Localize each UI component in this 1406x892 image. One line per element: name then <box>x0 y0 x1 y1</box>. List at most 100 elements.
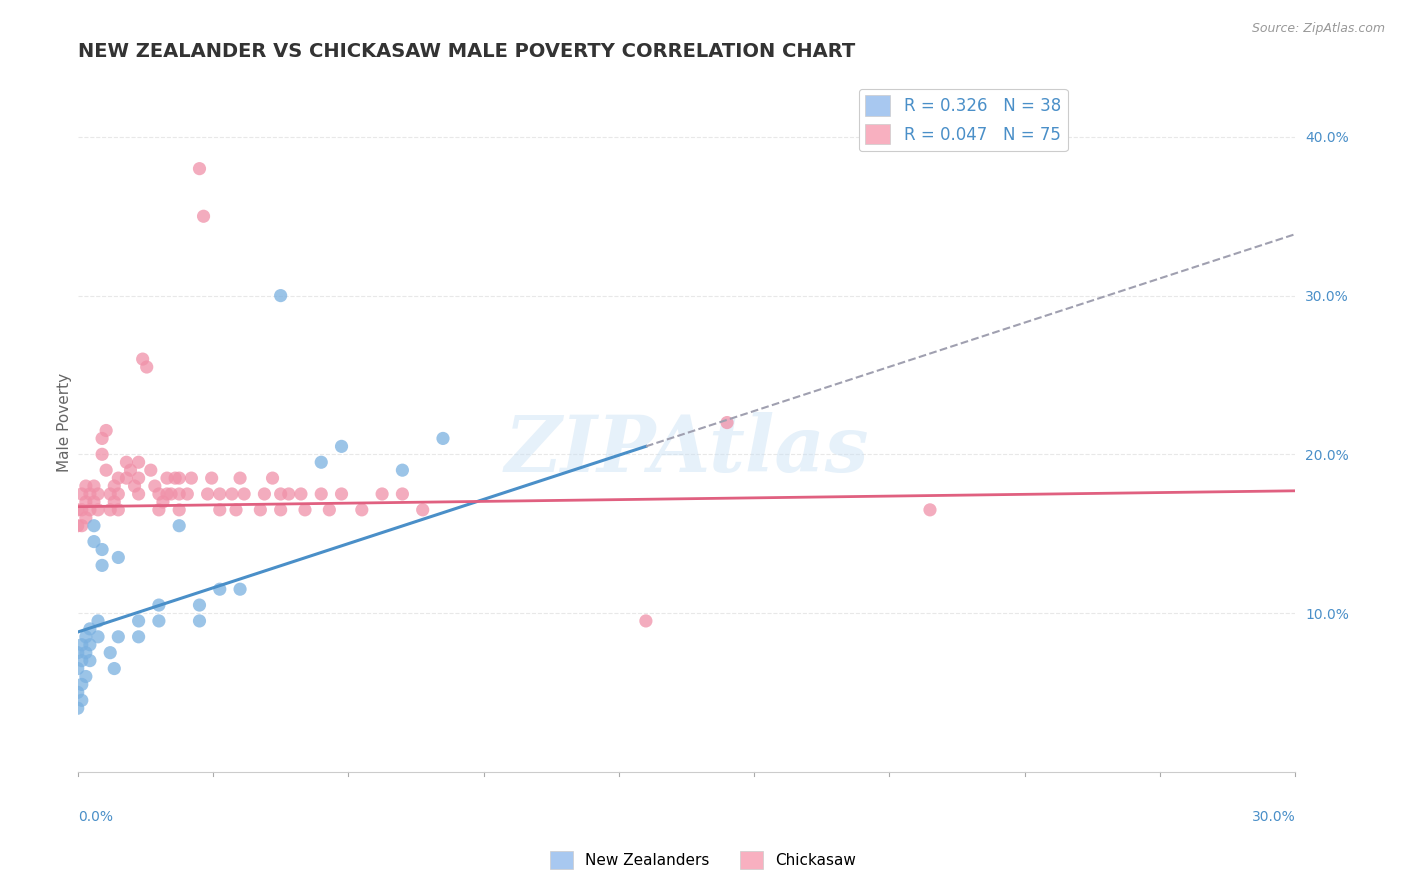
Point <box>94 424 117 438</box>
Point <box>156 487 179 501</box>
Point <box>249 503 271 517</box>
Text: ZIPAtlas: ZIPAtlas <box>505 412 869 489</box>
Point <box>120 463 142 477</box>
Y-axis label: Male Poverty: Male Poverty <box>58 373 72 472</box>
Point <box>66 518 89 533</box>
Point <box>176 487 198 501</box>
Point <box>634 614 657 628</box>
Point <box>180 471 202 485</box>
Point <box>148 614 170 628</box>
Point <box>75 479 97 493</box>
Point <box>91 447 114 461</box>
Point <box>221 487 243 501</box>
Point <box>87 503 110 517</box>
Point <box>277 487 299 501</box>
Point <box>128 471 150 485</box>
Point <box>208 487 231 501</box>
Point <box>135 359 157 374</box>
Point <box>139 463 162 477</box>
Point <box>83 479 105 493</box>
Legend: New Zealanders, Chickasaw: New Zealanders, Chickasaw <box>544 845 862 875</box>
Point <box>270 503 292 517</box>
Point <box>270 288 292 302</box>
Point <box>391 463 413 477</box>
Point <box>371 487 394 501</box>
Text: 30.0%: 30.0% <box>1251 810 1295 824</box>
Point <box>83 518 105 533</box>
Point <box>193 209 215 223</box>
Point <box>98 503 121 517</box>
Point <box>66 503 89 517</box>
Text: 0.0%: 0.0% <box>77 810 112 824</box>
Point <box>412 503 434 517</box>
Point <box>87 630 110 644</box>
Point <box>128 487 150 501</box>
Point <box>103 661 125 675</box>
Point <box>225 503 247 517</box>
Point <box>432 432 454 446</box>
Point <box>294 503 316 517</box>
Point <box>98 487 121 501</box>
Point <box>70 518 93 533</box>
Point <box>66 661 89 675</box>
Point <box>107 550 129 565</box>
Point <box>143 479 166 493</box>
Point <box>83 495 105 509</box>
Point <box>91 432 114 446</box>
Point <box>290 487 312 501</box>
Point <box>152 495 174 509</box>
Point <box>165 471 187 485</box>
Point <box>124 479 146 493</box>
Point <box>115 455 138 469</box>
Point <box>330 487 353 501</box>
Point <box>107 630 129 644</box>
Point <box>70 654 93 668</box>
Point <box>79 654 101 668</box>
Point <box>70 693 93 707</box>
Legend: R = 0.326   N = 38, R = 0.047   N = 75: R = 0.326 N = 38, R = 0.047 N = 75 <box>859 88 1067 151</box>
Point <box>75 669 97 683</box>
Point <box>79 622 101 636</box>
Point <box>229 582 252 597</box>
Point <box>270 487 292 501</box>
Point <box>253 487 276 501</box>
Text: NEW ZEALANDER VS CHICKASAW MALE POVERTY CORRELATION CHART: NEW ZEALANDER VS CHICKASAW MALE POVERTY … <box>77 42 855 61</box>
Point <box>87 487 110 501</box>
Point <box>716 416 738 430</box>
Point <box>103 495 125 509</box>
Point <box>70 503 93 517</box>
Point <box>128 614 150 628</box>
Point <box>83 534 105 549</box>
Point <box>107 503 129 517</box>
Point <box>128 455 150 469</box>
Point <box>70 638 93 652</box>
Point <box>262 471 284 485</box>
Point <box>208 582 231 597</box>
Point <box>94 463 117 477</box>
Point <box>167 503 190 517</box>
Point <box>350 503 373 517</box>
Point <box>107 471 129 485</box>
Point <box>98 646 121 660</box>
Point <box>330 439 353 453</box>
Point <box>233 487 256 501</box>
Point <box>75 510 97 524</box>
Point <box>107 487 129 501</box>
Point <box>75 630 97 644</box>
Point <box>148 503 170 517</box>
Point <box>188 598 211 612</box>
Point <box>148 487 170 501</box>
Point <box>160 487 183 501</box>
Point <box>75 495 97 509</box>
Point <box>188 161 211 176</box>
Point <box>79 503 101 517</box>
Point <box>66 646 89 660</box>
Point <box>75 646 97 660</box>
Point <box>70 487 93 501</box>
Point <box>167 487 190 501</box>
Point <box>309 487 332 501</box>
Point <box>91 542 114 557</box>
Point <box>918 503 941 517</box>
Point <box>66 701 89 715</box>
Point <box>87 614 110 628</box>
